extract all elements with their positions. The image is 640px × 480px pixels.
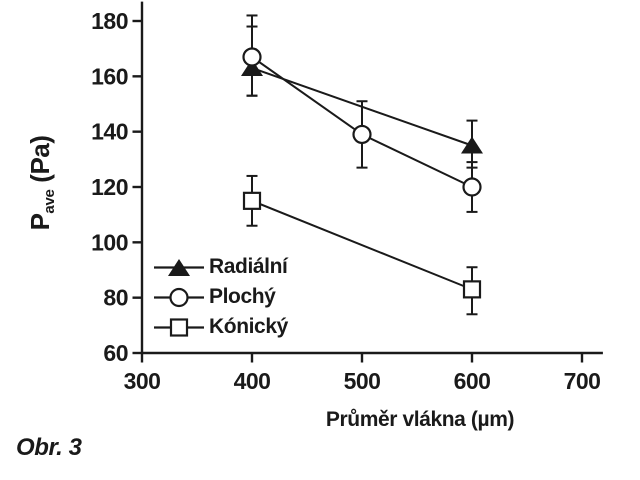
series-1-circle-marker [242,47,262,67]
x-axis-title: Průměr vlákna (µm) [325,408,515,431]
y-axis-tick-label: 180 [91,8,128,34]
legend-label: Radiální [209,255,288,278]
series-2-square-marker [242,191,262,210]
y-axis-title-unit: (Pa) [25,135,55,190]
y-axis-tick-label: 120 [91,174,128,200]
triangle-filled-marker-icon [154,259,204,276]
series-2-line [251,199,473,291]
y-axis-title-subscript: ave [41,189,58,214]
y-axis-title-main: P [25,213,55,231]
series-1-circle-marker [462,177,482,197]
series-2-square-marker [462,280,482,299]
legend-label: Kónický [209,315,288,338]
legend-item-plochy: Plochý [154,282,288,312]
x-axis-tick-label: 700 [564,368,601,394]
y-axis-tick-label: 60 [103,340,128,366]
legend-item-radialni: Radiální [154,252,288,282]
legend-item-konicky: Kónický [154,312,288,342]
legend: Radiální Plochý Kónický [154,252,288,342]
x-axis-tick-label: 400 [234,368,271,394]
y-axis-tick-label: 80 [103,285,128,311]
x-axis-tick-label: 300 [124,368,161,394]
y-axis-tick-label: 100 [91,229,128,255]
figure-caption: Obr. 3 [16,434,82,461]
series-1-circle-marker [352,124,372,145]
legend-label: Plochý [209,285,276,308]
x-axis-tick-label: 600 [454,368,491,394]
series-0-triangle-marker [461,136,483,154]
y-axis-title: Pave (Pa) [25,73,59,293]
square-open-marker-icon [154,318,204,337]
y-axis-tick-label: 140 [91,119,128,145]
circle-open-marker-icon [154,287,204,308]
y-axis-tick-label: 160 [91,63,128,89]
x-axis-tick-label: 500 [344,368,381,394]
